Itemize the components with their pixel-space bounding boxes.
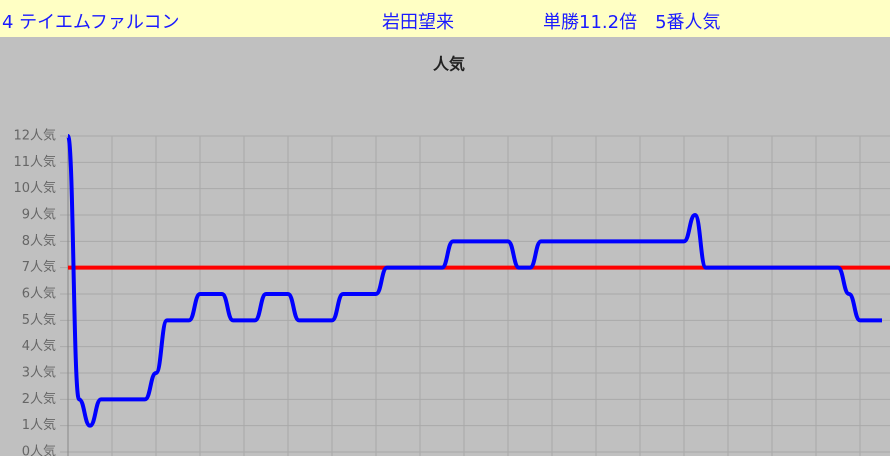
y-tick-label: 8人気 bbox=[22, 233, 56, 249]
series-line bbox=[66, 134, 882, 428]
chart-background bbox=[0, 37, 890, 456]
chart-title: 人気 bbox=[433, 55, 465, 74]
y-tick-label: 1人気 bbox=[22, 417, 56, 433]
header: 4 テイエムファルコン 岩田望来 単勝11.2倍 5番人気 bbox=[0, 0, 890, 37]
chart: 人気 0人気 1人気 2人気 3人気 4人気 5人気 6人気 7人気 8人気 9人気 10人気 11人… bbox=[0, 37, 890, 456]
jockey: 岩田望来 bbox=[382, 12, 454, 33]
y-tick-label: 3人気 bbox=[22, 365, 56, 381]
y-tick-label: 12人気 bbox=[13, 128, 56, 144]
y-tick-label: 11人気 bbox=[13, 154, 56, 170]
horse-name: 4 テイエムファルコン bbox=[2, 12, 180, 33]
y-tick-label: 4人気 bbox=[22, 338, 56, 354]
y-tick-label: 5人気 bbox=[22, 312, 56, 328]
y-tick-label: 9人気 bbox=[22, 207, 56, 223]
odds: 単勝11.2倍 5番人気 bbox=[543, 12, 721, 33]
y-tick-label: 2人気 bbox=[22, 391, 56, 407]
y-tick-label: 6人気 bbox=[22, 286, 56, 302]
y-tick-label: 10人気 bbox=[13, 180, 56, 196]
y-tick-label: 7人気 bbox=[22, 259, 56, 275]
y-tick-label: 0人気 bbox=[22, 444, 56, 456]
